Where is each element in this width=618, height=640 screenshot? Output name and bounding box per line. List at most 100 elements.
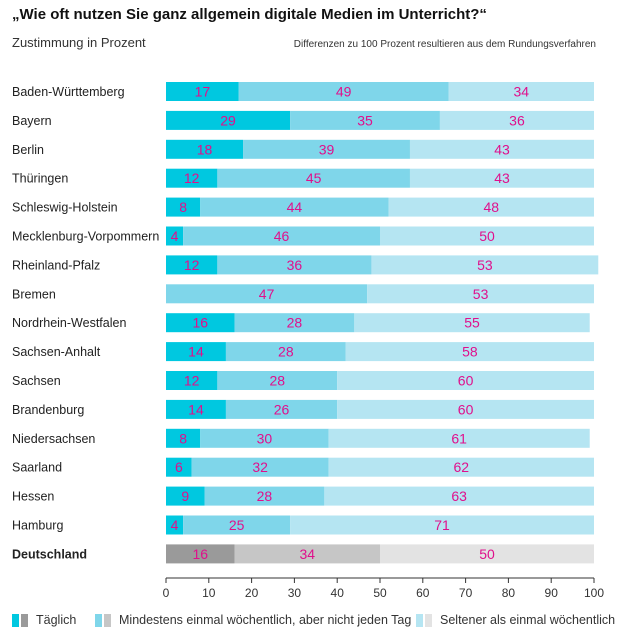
bar-segment-deutschland-daily [166, 544, 235, 564]
bar-segment-sachsen-daily [166, 371, 218, 390]
data-label-rheinland-pfalz-seldom: 53 [477, 257, 493, 273]
bar-segment-bayern-daily [166, 110, 291, 130]
category-label-schleswig-holstein: Schleswig-Holstein [12, 201, 118, 215]
data-label-thueringen-seldom: 43 [494, 170, 510, 186]
data-label-bayern-daily: 29 [220, 112, 236, 128]
legend-swatch-daily-gray [21, 613, 28, 627]
bar-segment-thueringen-weekly [217, 168, 410, 188]
x-tick-label-90: 90 [545, 586, 559, 600]
bar-segment-bremen-weekly [166, 284, 368, 304]
data-label-baden-wuerttemberg-weekly: 49 [336, 84, 352, 100]
x-tick-label-30: 30 [288, 586, 302, 600]
data-label-schleswig-holstein-weekly: 44 [287, 199, 303, 215]
bar-segment-sachsen-anhalt-daily [166, 342, 226, 362]
data-label-bayern-seldom: 36 [509, 112, 525, 128]
data-label-hessen-daily: 9 [181, 488, 189, 504]
x-tick-label-10: 10 [202, 586, 216, 600]
legend-swatch-weekly-gray [104, 613, 111, 627]
bar-segment-sachsen-anhalt-weekly [225, 342, 346, 362]
bar-segment-schleswig-holstein-daily [166, 197, 201, 217]
bar-segment-hessen-weekly [204, 486, 325, 506]
legend-item-seldom: Seltener als einmal wöchentlich [416, 613, 615, 627]
bar-segment-hessen-seldom [324, 486, 594, 506]
data-label-baden-wuerttemberg-daily: 17 [195, 84, 211, 100]
bar-segment-sachsen-seldom [337, 371, 594, 390]
bar-segment-deutschland-seldom [380, 544, 594, 564]
bar-segment-berlin-daily [166, 139, 244, 159]
bar-segment-deutschland-weekly [234, 544, 380, 564]
x-tick-label-40: 40 [331, 586, 345, 600]
data-label-sachsen-anhalt-weekly: 28 [278, 344, 294, 360]
data-label-niedersachsen-weekly: 30 [257, 430, 273, 446]
category-label-saarland: Saarland [12, 461, 62, 475]
legend-swatch-seldom-gray [425, 613, 432, 627]
data-label-nordrhein-westfalen-daily: 16 [192, 315, 208, 331]
category-label-deutschland: Deutschland [12, 547, 87, 561]
data-label-mecklenburg-vorpommern-seldom: 50 [479, 228, 495, 244]
bar-segment-brandenburg-weekly [225, 399, 338, 419]
bar-segment-thueringen-seldom [409, 168, 594, 188]
data-label-hessen-seldom: 63 [451, 488, 467, 504]
data-label-niedersachsen-daily: 8 [179, 430, 187, 446]
x-tick-label-20: 20 [245, 586, 259, 600]
category-label-berlin: Berlin [12, 143, 44, 157]
bar-segment-saarland-seldom [328, 457, 594, 477]
data-label-saarland-daily: 6 [175, 459, 183, 475]
legend-item-daily: Täglich [12, 613, 76, 627]
data-label-brandenburg-weekly: 26 [274, 401, 290, 417]
legend-swatch-seldom-color [416, 613, 423, 627]
chart-title: „Wie oft nutzen Sie ganz allgemein digit… [12, 6, 487, 23]
data-label-hamburg-daily: 4 [171, 517, 179, 533]
legend-swatch-daily-color [12, 613, 19, 627]
data-label-bremen-seldom: 53 [473, 286, 489, 302]
bar-segment-hamburg-weekly [183, 515, 291, 535]
bar-segment-thueringen-daily [166, 168, 218, 188]
category-label-niedersachsen: Niedersachsen [12, 432, 95, 446]
category-label-bremen: Bremen [12, 287, 56, 301]
x-tick-label-70: 70 [459, 586, 473, 600]
data-label-nordrhein-westfalen-seldom: 55 [464, 315, 480, 331]
chart-subtitle: Zustimmung in Prozent [12, 35, 146, 50]
x-tick-label-0: 0 [163, 586, 170, 600]
bar-segment-bayern-weekly [290, 110, 440, 130]
data-label-sachsen-weekly: 28 [269, 373, 285, 389]
bar-segment-berlin-weekly [243, 139, 410, 159]
bar-segment-baden-wuerttemberg-seldom [448, 82, 594, 101]
bar-segment-nordrhein-westfalen-seldom [354, 313, 590, 333]
bar-segment-hamburg-daily [166, 515, 184, 535]
bar-segment-bayern-seldom [439, 110, 594, 130]
data-label-saarland-weekly: 32 [252, 459, 268, 475]
bar-segment-baden-wuerttemberg-daily [166, 82, 239, 101]
bar-segment-nordrhein-westfalen-daily [166, 313, 235, 333]
data-label-rheinland-pfalz-daily: 12 [184, 257, 200, 273]
data-label-deutschland-weekly: 34 [299, 546, 315, 562]
rounding-note: Differenzen zu 100 Prozent resultieren a… [293, 39, 596, 50]
bar-segment-bremen-seldom [367, 284, 594, 304]
category-label-brandenburg: Brandenburg [12, 403, 84, 417]
bar-segment-rheinland-pfalz-weekly [217, 255, 372, 275]
data-label-brandenburg-daily: 14 [188, 401, 204, 417]
bar-segment-niedersachsen-weekly [200, 428, 329, 448]
data-label-sachsen-seldom: 60 [458, 373, 474, 389]
bar-segment-niedersachsen-seldom [328, 428, 590, 448]
bar-segment-rheinland-pfalz-daily [166, 255, 218, 275]
x-tick-label-80: 80 [502, 586, 516, 600]
data-label-deutschland-daily: 16 [192, 546, 208, 562]
bar-segment-berlin-seldom [409, 139, 594, 159]
bar-segment-nordrhein-westfalen-weekly [234, 313, 355, 333]
data-label-thueringen-weekly: 45 [306, 170, 322, 186]
category-label-sachsen-anhalt: Sachsen-Anhalt [12, 345, 101, 359]
bar-segment-mecklenburg-vorpommern-daily [166, 226, 184, 246]
data-label-thueringen-daily: 12 [184, 170, 200, 186]
bar-segment-rheinland-pfalz-seldom [371, 255, 599, 275]
category-label-bayern: Bayern [12, 114, 52, 128]
bar-segment-sachsen-anhalt-seldom [345, 342, 594, 362]
data-label-hamburg-weekly: 25 [229, 517, 245, 533]
legend-label-seldom: Seltener als einmal wöchentlich [440, 613, 616, 627]
x-tick-label-50: 50 [373, 586, 387, 600]
category-label-hessen: Hessen [12, 490, 54, 504]
data-label-bayern-weekly: 35 [357, 112, 373, 128]
data-label-brandenburg-seldom: 60 [458, 401, 474, 417]
bar-segment-sachsen-weekly [217, 371, 338, 390]
data-label-hessen-weekly: 28 [257, 488, 273, 504]
